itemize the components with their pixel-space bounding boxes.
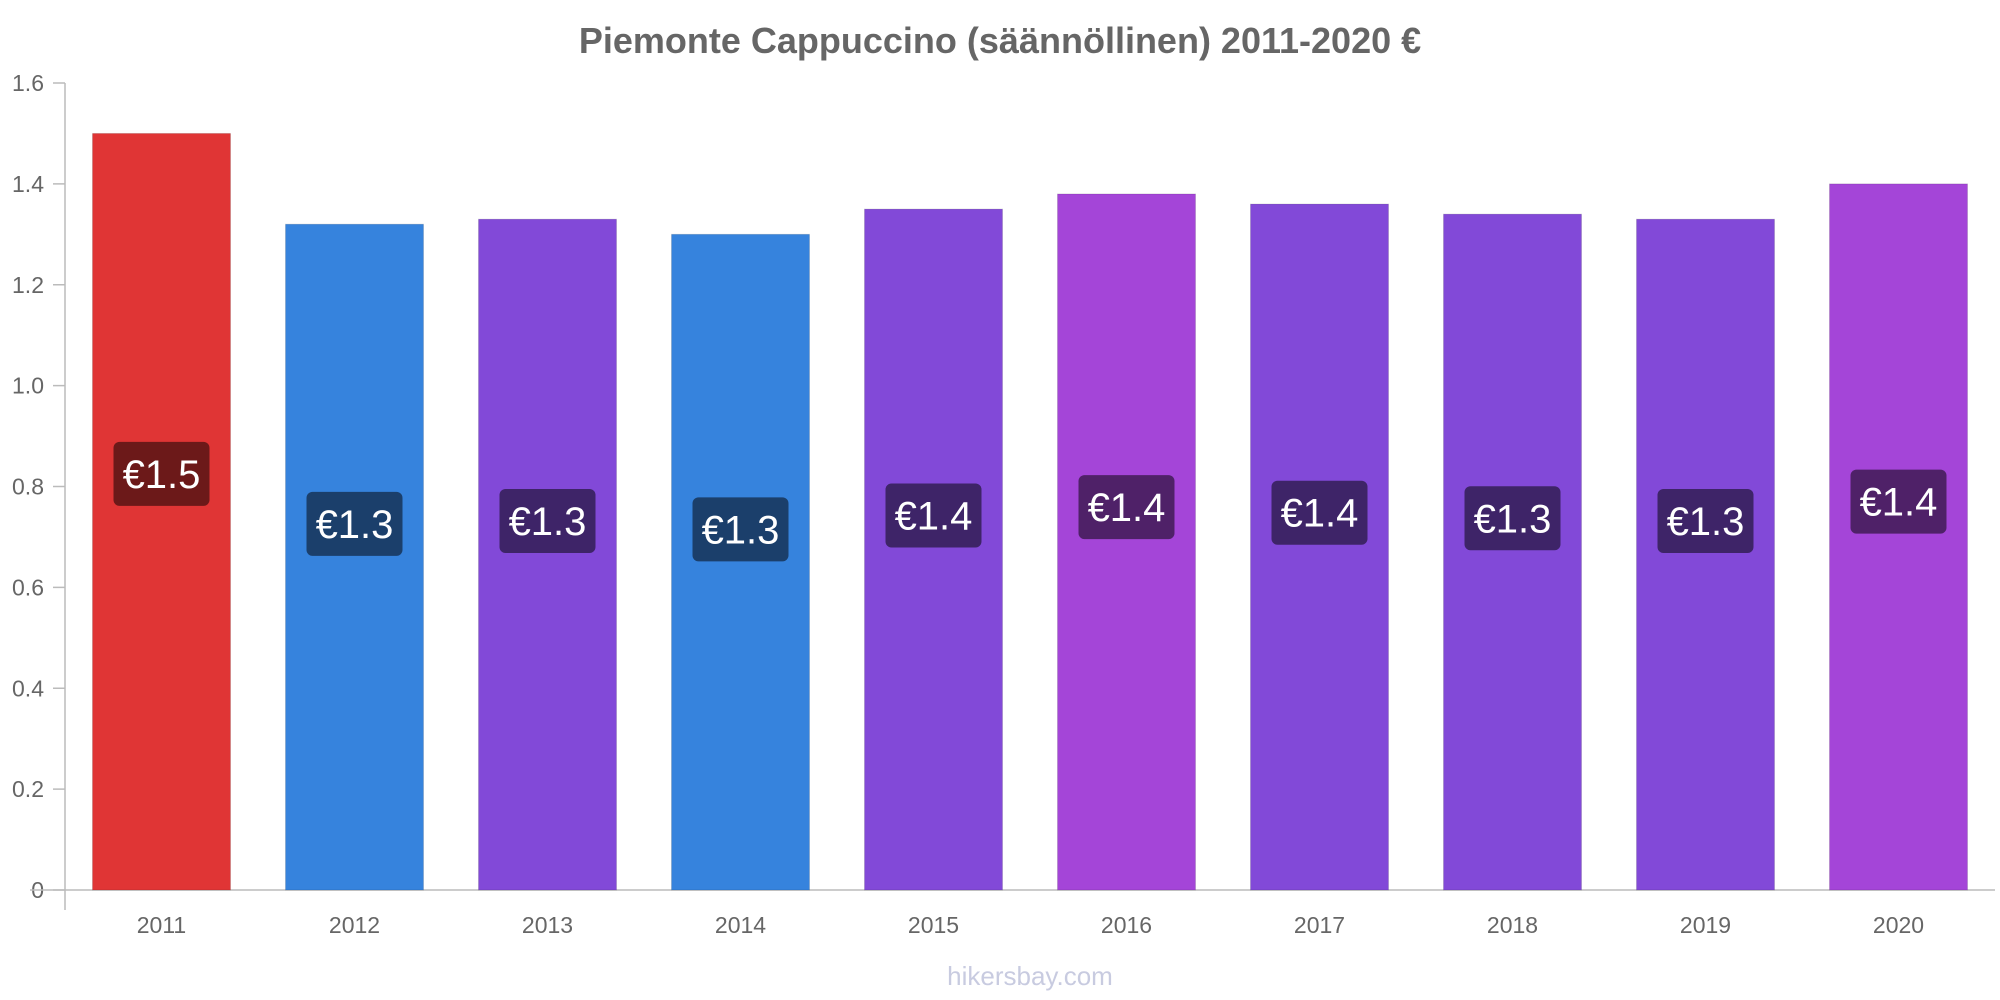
value-label: €1.4 (895, 495, 973, 539)
value-label: €1.4 (1281, 492, 1359, 536)
value-label-box (306, 491, 403, 556)
x-tick-label: 2018 (1487, 912, 1538, 938)
bar-2019 (1636, 218, 1775, 891)
x-tick-label: 2017 (1294, 912, 1345, 938)
x-tick-label: 2013 (522, 912, 573, 938)
value-label: €1.3 (702, 508, 780, 552)
y-tick-label: 1.2 (12, 272, 44, 298)
x-axis: 2011 2012 2013 2014 2015 2016 2017 2018 2019 2020 (30, 889, 1995, 938)
y-tick-label: 0.4 (12, 675, 44, 701)
y-tick-label: 1.4 (12, 171, 44, 197)
x-tick-label: 2016 (1101, 912, 1152, 938)
y-tick-label: 1.6 (12, 70, 44, 96)
value-label-box (113, 441, 210, 506)
x-tick-label: 2012 (329, 912, 380, 938)
bar-2016 (1057, 193, 1196, 891)
x-tick-label: 2014 (715, 912, 766, 938)
value-label-box (1464, 486, 1561, 551)
value-label: €1.3 (316, 503, 394, 547)
value-label: €1.3 (1667, 500, 1745, 544)
y-tick-label: 1.0 (12, 373, 44, 399)
value-label-box (1078, 475, 1175, 540)
watermark: hikersbay.com (947, 961, 1113, 991)
value-label: €1.5 (123, 453, 201, 497)
value-labels: €1.5 €1.3 €1.3 €1.3 €1.4 €1.4 €1.4 €1.3 €1.3 €1.4 (113, 441, 1947, 562)
bar-2011 (92, 132, 231, 891)
bar-2013 (478, 218, 617, 891)
value-label-box (885, 483, 982, 548)
value-label: €1.3 (509, 500, 587, 544)
bar-2017 (1250, 203, 1389, 891)
value-label-box (1850, 469, 1947, 534)
y-tick-label: 0.6 (12, 574, 44, 600)
chart-title: Piemonte Cappuccino (säännöllinen) 2011-… (579, 20, 1421, 61)
y-axis: 00.20.40.60.81.01.21.41.6 (12, 70, 66, 910)
x-tick-label: 2015 (908, 912, 959, 938)
value-label-box (692, 497, 789, 562)
value-label: €1.3 (1474, 497, 1552, 541)
bar-2014 (671, 233, 810, 891)
bar-2015 (864, 208, 1003, 891)
x-tick-label: 2019 (1680, 912, 1731, 938)
y-tick-label: 0.2 (12, 776, 44, 802)
bar-2020 (1829, 183, 1968, 891)
value-label-box (499, 489, 596, 554)
y-tick-label: 0.8 (12, 474, 44, 500)
bar-2012 (285, 223, 424, 891)
value-label: €1.4 (1088, 486, 1166, 530)
value-label-box (1657, 489, 1754, 554)
value-label: €1.4 (1860, 481, 1938, 525)
x-tick-label: 2020 (1873, 912, 1924, 938)
value-label-box (1271, 480, 1368, 545)
x-tick-label: 2011 (137, 912, 186, 938)
bars (92, 132, 1968, 891)
bar-2018 (1443, 213, 1582, 891)
